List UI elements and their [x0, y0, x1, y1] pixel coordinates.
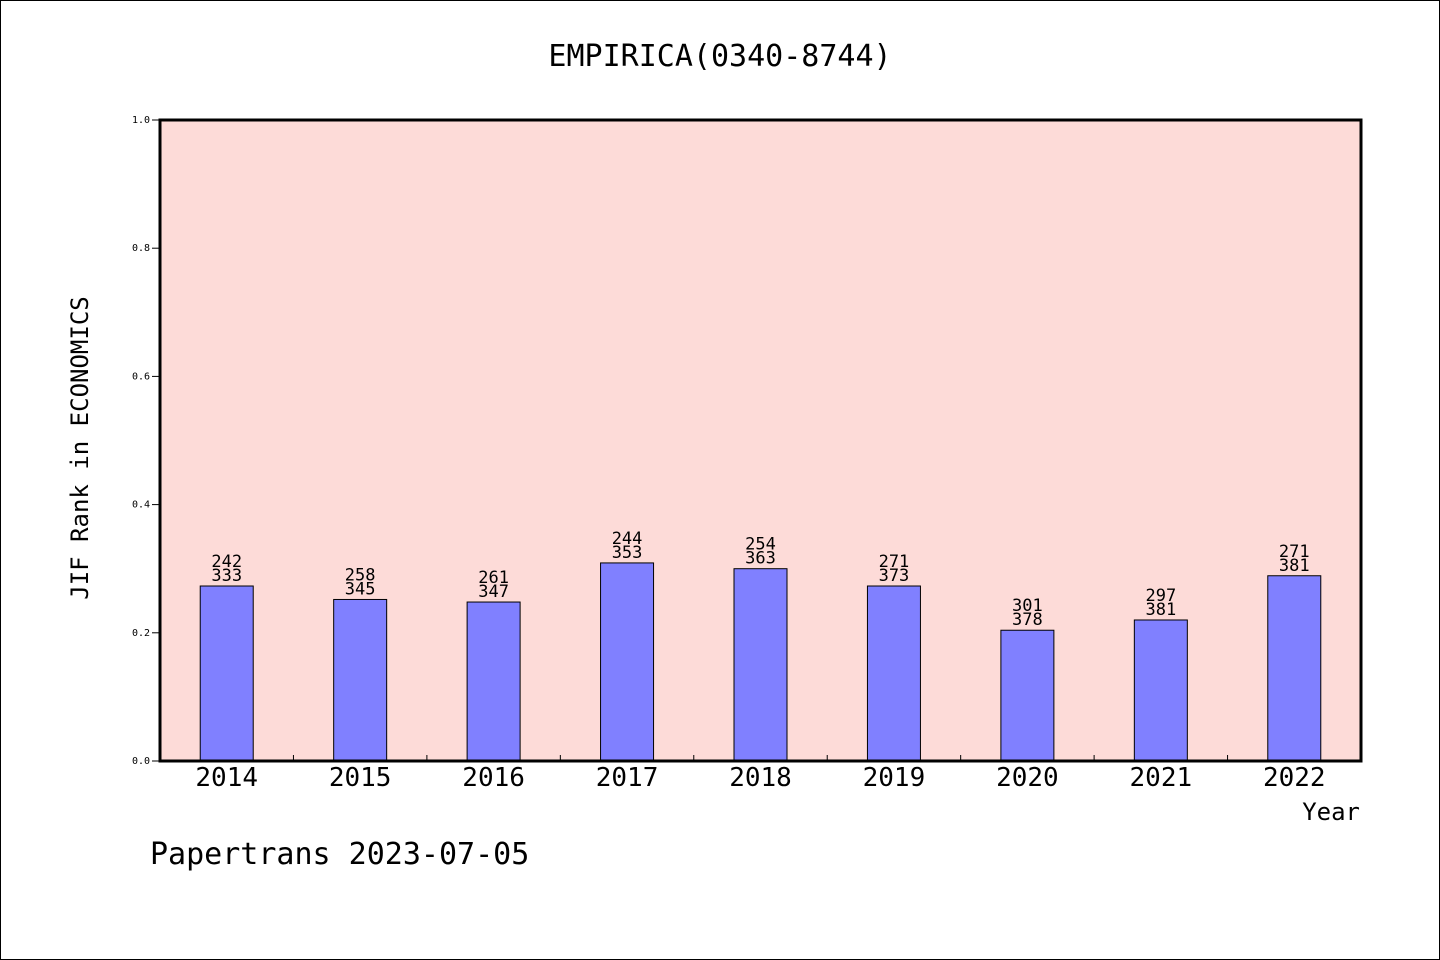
bar-total-label: 333 — [211, 566, 242, 586]
x-tick-label: 2018 — [729, 763, 792, 793]
bar — [199, 585, 254, 762]
bar-rank-label: 271 — [1279, 542, 1310, 562]
y-axis: 0.0 0.2 0.4 0.6 0.8 1.0 — [132, 115, 160, 767]
x-tick-label: 2020 — [996, 763, 1059, 793]
bar-rank-label: 301 — [1012, 596, 1043, 616]
bar — [466, 601, 521, 762]
y-tick-label: 0.2 — [132, 628, 150, 639]
x-tick-label: 2016 — [462, 763, 525, 793]
bar-total-label: 373 — [879, 566, 910, 586]
bar — [733, 568, 788, 762]
bar-rank-label: 242 — [211, 552, 242, 572]
x-tick-label: 2019 — [863, 763, 926, 793]
x-tick-label: 2017 — [596, 763, 659, 793]
y-tick-label: 0.8 — [132, 243, 150, 254]
bar-rank-label: 261 — [478, 568, 509, 588]
footer-text: Papertrans 2023-07-05 — [150, 837, 529, 872]
bar-rank-label: 258 — [345, 565, 376, 585]
bar-total-label: 347 — [478, 582, 509, 602]
y-tick-label: 0.6 — [132, 371, 150, 382]
bar-total-label: 378 — [1012, 610, 1043, 630]
chart-title: EMPIRICA(0340-8744) — [548, 39, 891, 74]
bar — [333, 598, 388, 762]
bar — [1267, 575, 1322, 762]
bar — [1000, 629, 1055, 762]
y-axis-label: JIF Rank in ECONOMICS — [66, 296, 94, 599]
bar-total-label: 363 — [745, 549, 776, 569]
bar-rank-label: 254 — [745, 535, 776, 555]
x-tick-label: 2022 — [1263, 763, 1326, 793]
x-tick-label: 2014 — [195, 763, 258, 793]
x-tick-label: 2021 — [1130, 763, 1193, 793]
bar-total-label: 353 — [612, 543, 643, 563]
bar — [1133, 619, 1188, 762]
bar — [866, 585, 921, 762]
bar-total-label: 381 — [1145, 600, 1176, 620]
bar-rank-label: 271 — [879, 552, 910, 572]
bar — [600, 562, 655, 762]
x-axis-label: Year — [1302, 798, 1360, 826]
bar-total-label: 381 — [1279, 556, 1310, 576]
x-axis: 2014 2015 2016 2017 2018 2019 2020 2021 2022 — [195, 755, 1326, 793]
y-tick-label: 1.0 — [132, 115, 150, 126]
x-tick-label: 2015 — [329, 763, 392, 793]
bar-total-label: 345 — [345, 579, 376, 599]
y-tick-label: 0.0 — [132, 756, 150, 767]
y-tick-label: 0.4 — [132, 500, 150, 511]
bar-rank-label: 297 — [1145, 586, 1176, 606]
plot-border — [158, 118, 1363, 763]
bar-rank-label: 244 — [612, 529, 643, 549]
